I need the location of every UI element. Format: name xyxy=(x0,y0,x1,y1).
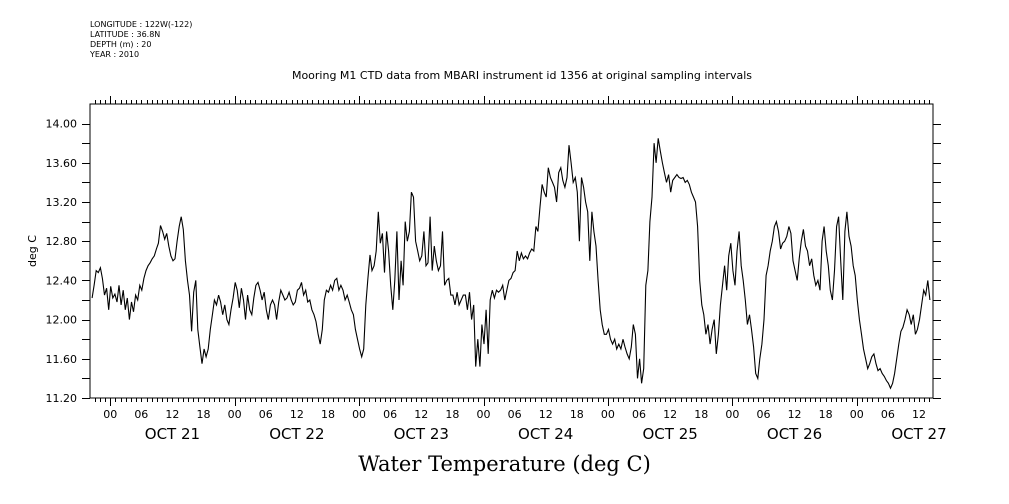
x-tick-label: 06 xyxy=(134,408,148,421)
x-tick-label: 06 xyxy=(383,408,397,421)
x-day-label: OCT 24 xyxy=(518,425,573,443)
y-tick-label: 11.20 xyxy=(46,392,78,405)
y-tick-label: 11.60 xyxy=(46,353,78,366)
x-tick-label: 12 xyxy=(539,408,553,421)
x-tick-label: 12 xyxy=(663,408,677,421)
x-tick-label: 18 xyxy=(819,408,833,421)
x-tick-label: 00 xyxy=(477,408,491,421)
x-day-label: OCT 23 xyxy=(394,425,449,443)
y-tick-label: 13.60 xyxy=(46,157,78,170)
y-tick-label: 12.40 xyxy=(46,274,78,287)
x-tick-label: 06 xyxy=(881,408,895,421)
x-tick-label: 18 xyxy=(197,408,211,421)
x-tick-label: 12 xyxy=(912,408,926,421)
y-tick-label: 13.20 xyxy=(46,196,78,209)
x-tick-label: 06 xyxy=(259,408,273,421)
x-tick-label: 00 xyxy=(228,408,242,421)
x-tick-label: 06 xyxy=(508,408,522,421)
x-tick-label: 12 xyxy=(165,408,179,421)
metadata-block: LONGITUDE : 122W(-122) LATITUDE : 36.8N … xyxy=(90,20,192,60)
year-label: YEAR : 2010 xyxy=(90,50,140,59)
x-day-label: OCT 27 xyxy=(891,425,946,443)
x-day-label: OCT 25 xyxy=(642,425,697,443)
longitude-label: LONGITUDE : 122W(-122) xyxy=(90,20,193,29)
x-tick-label: 12 xyxy=(788,408,802,421)
x-tick-label: 06 xyxy=(756,408,770,421)
x-tick-label: 12 xyxy=(414,408,428,421)
series-line-water-temperature xyxy=(91,138,931,390)
x-axis-title: Water Temperature (deg C) xyxy=(358,452,651,476)
y-tick-label: 14.00 xyxy=(46,118,78,131)
y-axis-label: deg C xyxy=(26,235,39,267)
x-tick-label: 00 xyxy=(725,408,739,421)
depth-label: DEPTH (m) : 20 xyxy=(90,40,152,49)
x-tick-label: 00 xyxy=(352,408,366,421)
x-tick-label: 00 xyxy=(103,408,117,421)
x-tick-label: 18 xyxy=(321,408,335,421)
chart-title: Mooring M1 CTD data from MBARI instrumen… xyxy=(291,69,753,82)
x-day-label: OCT 26 xyxy=(767,425,822,443)
x-day-label: OCT 22 xyxy=(269,425,324,443)
y-tick-label: 12.80 xyxy=(46,235,78,248)
x-day-label: OCT 21 xyxy=(145,425,200,443)
x-tick-label: 18 xyxy=(570,408,584,421)
x-tick-label: 12 xyxy=(290,408,304,421)
plot-frame xyxy=(89,103,934,399)
x-tick-label: 18 xyxy=(694,408,708,421)
y-tick-label: 12.00 xyxy=(46,314,78,327)
x-tick-label: 00 xyxy=(601,408,615,421)
x-tick-label: 18 xyxy=(445,408,459,421)
x-tick-label: 00 xyxy=(850,408,864,421)
x-tick-label: 06 xyxy=(632,408,646,421)
latitude-label: LATITUDE : 36.8N xyxy=(90,30,161,39)
